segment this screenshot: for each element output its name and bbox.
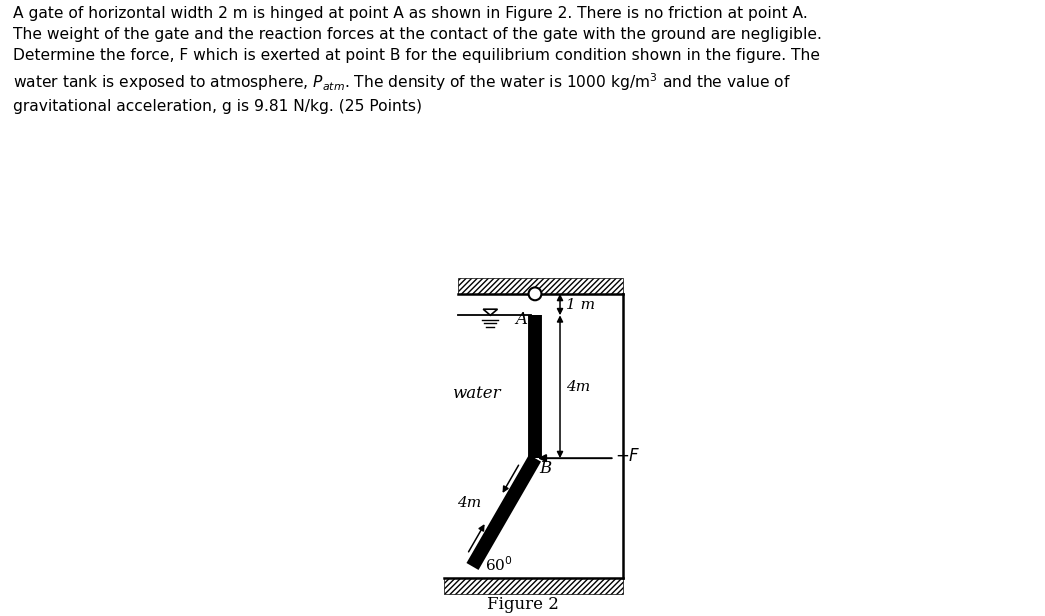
Polygon shape: [444, 578, 623, 594]
Text: A: A: [515, 311, 528, 328]
Text: water: water: [451, 386, 501, 402]
Text: 60$^0$: 60$^0$: [485, 555, 513, 573]
Circle shape: [529, 288, 541, 300]
Polygon shape: [458, 278, 623, 294]
Text: 4m: 4m: [458, 496, 482, 511]
Text: Figure 2: Figure 2: [487, 596, 558, 613]
Text: $-F$: $-F$: [616, 448, 641, 465]
Text: A gate of horizontal width 2 m is hinged at point A as shown in Figure 2. There : A gate of horizontal width 2 m is hinged…: [13, 6, 821, 114]
Text: B: B: [539, 460, 551, 477]
Text: 1 m: 1 m: [566, 298, 596, 312]
Text: 4m: 4m: [566, 379, 590, 394]
